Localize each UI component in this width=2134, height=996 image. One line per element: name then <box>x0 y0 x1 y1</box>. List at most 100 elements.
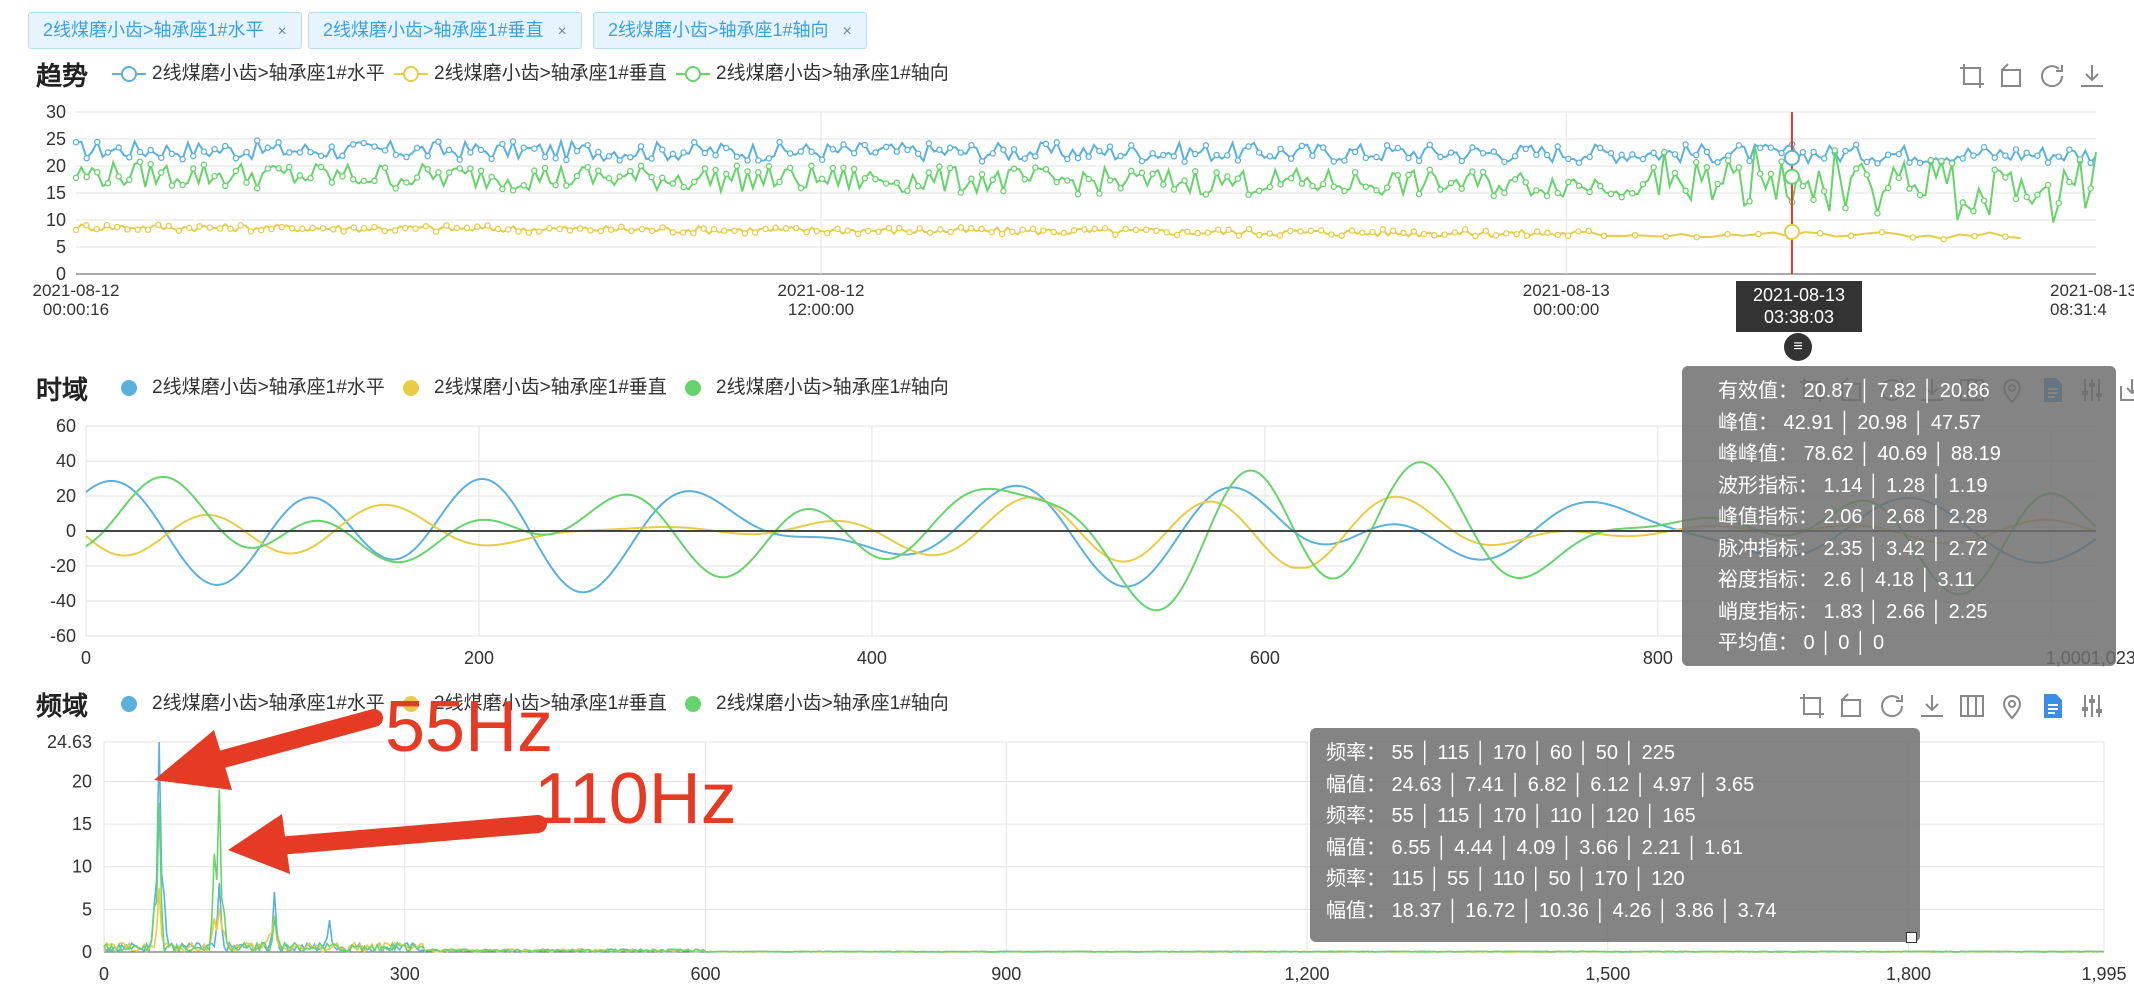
refresh-icon[interactable] <box>1878 692 1908 722</box>
trend-chart[interactable]: 3025201510502021-08-1200:00:162021-08-12… <box>0 92 2134 352</box>
data-point <box>1348 227 1356 234</box>
refresh-icon-glyph <box>2041 65 2064 88</box>
columns-icon[interactable] <box>1958 692 1988 722</box>
data-point <box>782 225 790 232</box>
data-point <box>520 144 527 151</box>
save-icon[interactable] <box>2118 376 2134 406</box>
data-point <box>1693 233 1700 241</box>
data-point <box>1000 146 1007 153</box>
data-point <box>1948 160 1956 167</box>
data-point <box>1223 173 1231 180</box>
legend-item-vertical[interactable]: 2线煤磨小齿>轴承座1#垂直 <box>394 688 667 715</box>
data-point <box>484 222 491 229</box>
data-point <box>1565 178 1572 186</box>
data-point <box>834 225 841 233</box>
data-point <box>1170 186 1178 193</box>
pin-icon[interactable] <box>1998 692 2028 722</box>
data-point <box>1096 190 1103 197</box>
data-point <box>680 149 687 156</box>
data-point <box>968 225 975 232</box>
data-point <box>1163 229 1171 236</box>
crop-icon[interactable] <box>1798 692 1828 722</box>
data-point <box>413 144 421 152</box>
data-point <box>563 156 570 164</box>
data-point <box>1533 151 1540 159</box>
sliders-icon[interactable] <box>2078 692 2108 722</box>
data-point <box>637 143 645 150</box>
data-point <box>1277 145 1284 153</box>
legend-item-vertical[interactable]: 2线煤磨小齿>轴承座1#垂直 <box>394 58 667 85</box>
freq-title: 频域 <box>36 691 89 721</box>
x-tick-label: 2021-08-12 <box>33 281 120 300</box>
refresh-icon[interactable] <box>2038 62 2068 92</box>
data-point <box>1703 164 1711 171</box>
data-point <box>1447 179 1455 187</box>
legend-item-horizontal[interactable]: 2线煤磨小齿>轴承座1#水平 <box>112 688 385 715</box>
tab-horizontal[interactable]: 2线煤磨小齿>轴承座1#水平 × <box>28 12 302 49</box>
y-tick-label: 20 <box>56 486 76 506</box>
data-point <box>1940 235 1947 243</box>
crop-icon[interactable] <box>1958 62 1988 92</box>
data-point <box>988 228 996 236</box>
y-tick-label: 10 <box>72 857 92 877</box>
data-point <box>381 147 389 154</box>
data-point <box>1170 153 1178 160</box>
download-icon[interactable] <box>2078 62 2108 92</box>
legend-item-axial[interactable]: 2线煤磨小齿>轴承座1#轴向 <box>676 688 949 715</box>
tab-vertical[interactable]: 2线煤磨小齿>轴承座1#垂直 × <box>308 12 582 49</box>
data-point <box>2076 156 2084 163</box>
data-point <box>1266 153 1274 160</box>
data-point <box>926 229 934 236</box>
legend-item-vertical[interactable]: 2线煤磨小齿>轴承座1#垂直 <box>394 372 667 399</box>
data-point <box>445 169 453 176</box>
tooltip-row: 峰值指标： 2.06 │ 2.68 │ 2.28 <box>1718 506 1988 528</box>
data-point <box>1799 182 1807 190</box>
data-point <box>850 149 858 157</box>
data-point <box>412 225 419 232</box>
close-icon[interactable]: × <box>557 23 567 40</box>
data-point <box>1173 231 1181 239</box>
data-point <box>1533 187 1540 194</box>
tooltip-row: 峰值： 42.91 │ 20.98 │ 47.57 <box>1718 411 1981 434</box>
restore-icon[interactable] <box>1838 692 1868 722</box>
y-tick-label: 30 <box>46 102 66 122</box>
document-icon[interactable] <box>2038 692 2068 722</box>
restore-icon[interactable] <box>1998 62 2028 92</box>
x-tick-label: 600 <box>1250 648 1280 668</box>
data-point <box>872 175 879 183</box>
cursor-handle[interactable]: ≡ <box>1784 333 1812 361</box>
data-point <box>1511 152 1519 160</box>
data-point <box>947 228 954 236</box>
x-tick-label: 1,500 <box>1585 964 1630 984</box>
data-point <box>1458 157 1466 165</box>
data-point <box>1909 234 1917 241</box>
legend-item-horizontal[interactable]: 2线煤磨小齿>轴承座1#水平 <box>112 58 385 85</box>
data-point <box>786 164 794 172</box>
x-tick-label: 08:31:4 <box>2050 300 2107 319</box>
data-point <box>1863 158 1871 166</box>
data-point <box>882 180 890 187</box>
legend-item-axial[interactable]: 2线煤磨小齿>轴承座1#轴向 <box>676 372 949 399</box>
icon-path <box>2082 707 2088 711</box>
close-icon[interactable]: × <box>277 23 287 40</box>
data-point <box>328 143 336 150</box>
data-point <box>285 163 293 171</box>
y-tick-label: 5 <box>56 237 66 257</box>
data-point <box>1756 144 1764 151</box>
close-icon[interactable]: × <box>842 23 852 40</box>
data-point <box>509 138 517 145</box>
tab-axial[interactable]: 2线煤磨小齿>轴承座1#轴向 × <box>593 12 867 49</box>
data-point <box>467 149 474 156</box>
data-point <box>1330 158 1338 165</box>
download-icon[interactable] <box>1918 692 1948 722</box>
data-point <box>691 178 698 185</box>
data-point <box>2012 146 2020 153</box>
data-point <box>1662 233 1670 240</box>
data-point <box>1383 142 1391 149</box>
data-point <box>552 154 559 162</box>
data-point <box>1019 226 1026 233</box>
legend-item-axial[interactable]: 2线煤磨小齿>轴承座1#轴向 <box>676 58 949 85</box>
data-point <box>1106 143 1114 150</box>
legend-item-horizontal[interactable]: 2线煤磨小齿>轴承座1#水平 <box>112 372 385 399</box>
resize-handle[interactable] <box>1906 932 1917 943</box>
